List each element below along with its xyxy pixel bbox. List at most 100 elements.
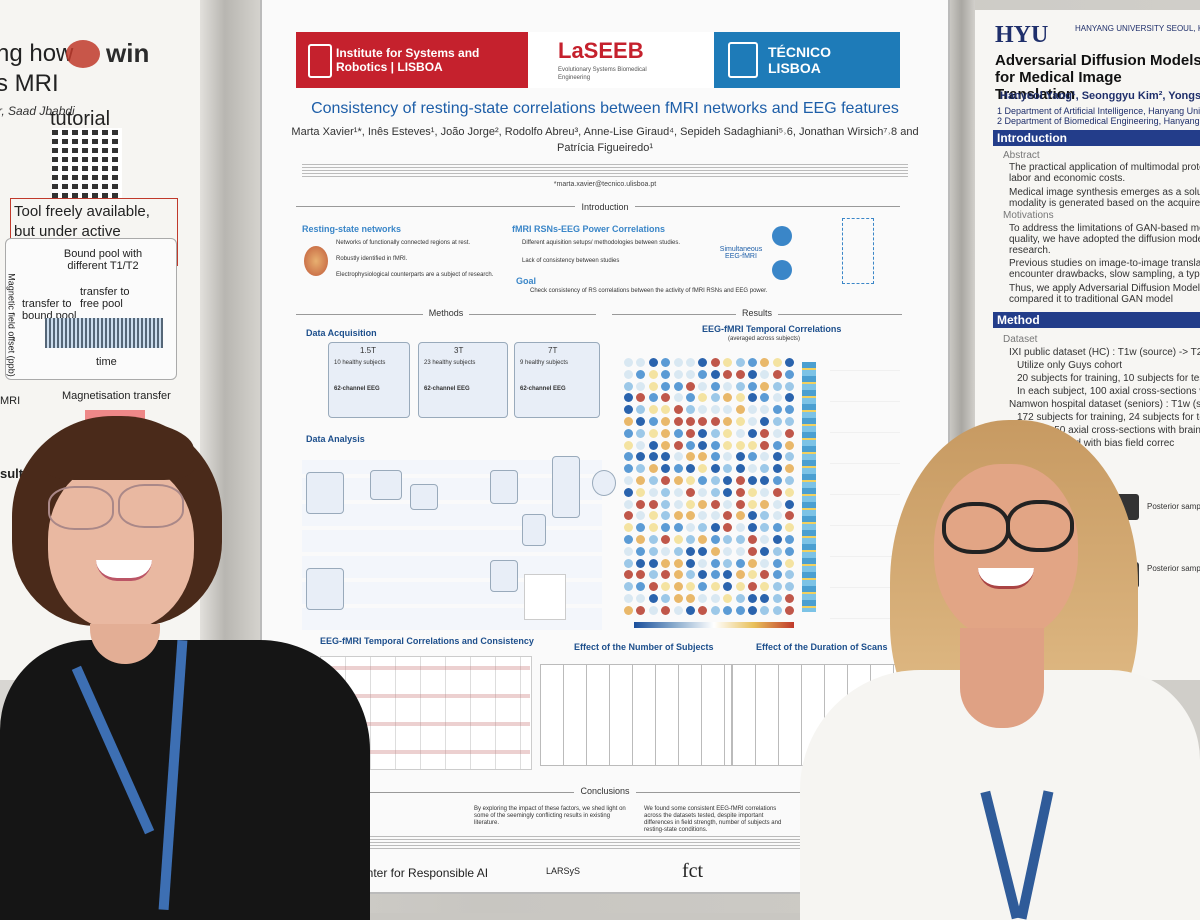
matrix-cell <box>686 523 695 533</box>
matrix-cell <box>748 487 757 497</box>
matrix-cell <box>661 358 671 367</box>
matrix-cell <box>686 499 695 509</box>
matrix-cell <box>624 440 633 450</box>
matrix-cell <box>735 428 745 438</box>
matrix-cell <box>723 558 733 568</box>
tecnico-banner: TÉCNICO LISBOA <box>714 32 900 88</box>
matrix-cell <box>723 358 733 367</box>
matrix-cell <box>648 358 658 367</box>
matrix-cell <box>624 358 633 367</box>
intro-b4: Previous studies on image-to-image trans… <box>1009 258 1200 269</box>
matrix-cell <box>772 405 782 415</box>
rsn-item-2: Robustly identified in fMRI. <box>336 256 408 262</box>
matrix-cell <box>636 452 646 462</box>
matrix-cell <box>735 535 745 544</box>
flow-step-2 <box>410 484 438 510</box>
matrix-cell <box>661 511 671 521</box>
matrix-cell <box>698 487 708 497</box>
colorbar <box>634 622 794 628</box>
matrix-cell <box>785 558 795 568</box>
conclusions-heading: Conclusions <box>262 786 948 796</box>
matrix-cell <box>748 511 757 521</box>
matrix-cell <box>710 582 720 592</box>
face-right <box>934 464 1078 640</box>
acq-eeg-1: 62-channel EEG <box>334 386 380 392</box>
win-logo: win <box>106 38 150 68</box>
matrix-cell <box>686 594 695 603</box>
matrix-cell <box>698 369 708 379</box>
intro-b2b: modality is generated based on the acqui… <box>1009 198 1200 209</box>
matrix-cell <box>785 417 795 426</box>
matrix-cell <box>748 428 757 438</box>
matrix-cell <box>673 476 683 485</box>
matrix-cell <box>636 440 646 450</box>
matrix-cell <box>698 499 708 509</box>
matrix-cell <box>673 405 683 415</box>
matrix-cell <box>624 523 633 533</box>
matrix-cell <box>748 594 757 603</box>
matrix-cell <box>673 369 683 379</box>
matrix-cell <box>661 417 671 426</box>
matrix-cell <box>760 582 770 592</box>
intro-b1b: labor and economic costs. <box>1009 173 1126 184</box>
matrix-cell <box>648 440 658 450</box>
right-poster-title: Adversarial Diffusion Models for Medical… <box>995 52 1200 103</box>
isr-banner: Institute for Systems and Robotics | LIS… <box>296 32 528 88</box>
matrix-cell <box>735 393 745 403</box>
motivations-label: Motivations <box>1003 210 1054 221</box>
flow-eeg-block <box>306 472 344 514</box>
matrix-cell <box>648 417 658 426</box>
matrix-cell <box>748 393 757 403</box>
dataset-1: IXI public dataset (HC) : T1w (source) -… <box>1009 347 1200 358</box>
matrix-cell <box>735 570 745 580</box>
matrix-cell <box>686 452 695 462</box>
matrix-cell <box>760 546 770 556</box>
matrix-cell <box>723 594 733 603</box>
axis-magnetic: Magnetic field offset (ppb) <box>6 273 17 377</box>
matrix-cell <box>673 499 683 509</box>
results-heading: Results <box>612 308 902 318</box>
matrix-cell <box>760 605 770 615</box>
matrix-cell <box>760 523 770 533</box>
matrix-cell <box>748 417 757 426</box>
matrix-cell <box>648 464 658 474</box>
matrix-cell <box>748 535 757 544</box>
matrix-cell <box>735 369 745 379</box>
matrix-cell <box>686 487 695 497</box>
dataset-8: pre-processed with bias field correc <box>1017 438 1175 449</box>
matrix-cell <box>648 381 658 391</box>
matrix-cell <box>723 464 733 474</box>
matrix-cell <box>661 499 671 509</box>
matrix-cell <box>686 440 695 450</box>
matrix-cell <box>748 381 757 391</box>
matrix-cell <box>748 369 757 379</box>
matrix-cell <box>785 523 795 533</box>
matrix-cell <box>661 440 671 450</box>
matrix-cell <box>748 476 757 485</box>
footer-larsys: LARSyS <box>546 866 581 876</box>
matrix-cell <box>686 558 695 568</box>
matrix-cell <box>636 428 646 438</box>
matrix-cell <box>710 464 720 474</box>
matrix-cell <box>661 405 671 415</box>
matrix-cell <box>785 582 795 592</box>
acq-field-2: 3T <box>454 346 464 355</box>
diagram-title: Bound pool with different T1/T2 <box>63 248 143 272</box>
matrix-cell <box>710 511 720 521</box>
intro-b5b: compared it to traditional GAN model <box>1009 294 1173 305</box>
matrix-cell <box>673 523 683 533</box>
intro-b3b: quality, we have adopted the diffusion m… <box>1009 234 1200 245</box>
dataset-7: subject, 50 axial cross-sections with br… <box>1017 425 1200 436</box>
matrix-cell <box>648 570 658 580</box>
matrix-cell <box>636 417 646 426</box>
correlations-heading: EEG-fMRI Temporal Correlations <box>702 324 842 334</box>
matrix-cell <box>648 582 658 592</box>
matrix-cell <box>760 428 770 438</box>
matrix-cell <box>748 358 757 367</box>
fmri-icon <box>772 260 792 280</box>
flow-fmri-block <box>306 568 344 610</box>
matrix-cell <box>723 523 733 533</box>
matrix-cell <box>624 464 633 474</box>
matrix-cell <box>648 535 658 544</box>
duration-heading: Effect of the Duration of Scans <box>756 642 888 652</box>
